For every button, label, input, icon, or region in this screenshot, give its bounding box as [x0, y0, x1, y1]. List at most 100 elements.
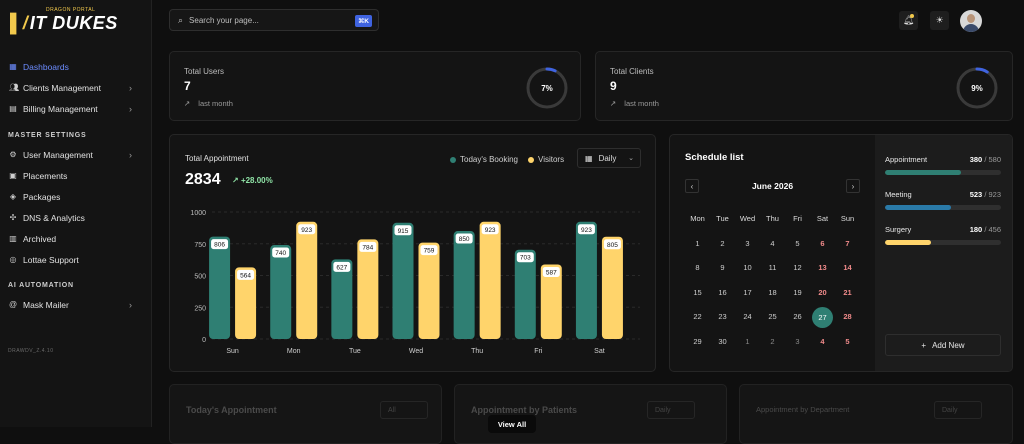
brand-logo[interactable]: DRAGON PORTAL ▌/ IT DUKES [10, 7, 118, 36]
calendar-day[interactable]: 3 [795, 336, 800, 346]
bar-booking[interactable] [209, 236, 231, 339]
calendar-day[interactable]: 11 [768, 263, 777, 273]
bar-visitors[interactable] [296, 221, 318, 339]
sidebar-item-billing-management[interactable]: ▤ Billing Management › [0, 98, 152, 119]
bar-booking[interactable] [575, 221, 597, 339]
calendar-day[interactable]: 23 [718, 312, 727, 322]
view-all-button[interactable]: View All [488, 415, 536, 433]
data-label-bg [393, 224, 413, 237]
legend-dot [450, 156, 456, 163]
calendar-day[interactable]: 30 [718, 336, 727, 346]
today-appointment-card: Today's Appointment All [169, 384, 442, 444]
data-label-bg [515, 251, 535, 264]
calendar-day[interactable]: 8 [695, 263, 700, 273]
calendar-day[interactable]: 29 [693, 336, 702, 346]
category-meeting: Meeting 523 / 923 [885, 190, 1001, 210]
data-label: 850 [459, 236, 470, 243]
sidebar-item-label: Archived [23, 233, 57, 244]
calendar-day[interactable]: 22 [693, 312, 702, 322]
calendar-day[interactable]: 5 [795, 238, 800, 248]
chart-delta: ↗ +28.00% [232, 176, 273, 185]
sidebar-item-packages[interactable]: ◈ Packages [0, 186, 152, 207]
stat-label: Total Users [184, 67, 225, 76]
calendar-day[interactable]: 12 [793, 263, 802, 273]
sidebar-item-mask-mailer[interactable]: @ Mask Mailer › [0, 294, 152, 315]
calendar-day[interactable]: 28 [843, 312, 852, 322]
calendar-day[interactable]: 15 [693, 287, 702, 297]
calendar-day[interactable]: 27 [810, 307, 835, 329]
theme-toggle-button[interactable]: ☀ [930, 11, 949, 30]
calendar-day[interactable]: 16 [718, 287, 727, 297]
sidebar-item-lottae-support[interactable]: ◎ Lottae Support [0, 249, 152, 270]
sidebar-item-placements[interactable]: ▣ Placements [0, 165, 152, 186]
calendar-day[interactable]: 6 [820, 238, 825, 248]
bar-booking[interactable] [453, 231, 475, 339]
data-label-bg [236, 268, 256, 281]
bar-visitors[interactable] [357, 239, 379, 339]
calendar-day[interactable]: 17 [743, 287, 752, 297]
prev-month-button[interactable]: ‹ [685, 179, 699, 193]
calendar-day[interactable]: 18 [768, 287, 777, 297]
trend-icon: ↗ [184, 99, 191, 108]
filter-select[interactable]: Daily [934, 401, 982, 419]
y-tick-label: 1000 [190, 210, 206, 217]
calendar-day[interactable]: 4 [820, 336, 825, 346]
x-tick-label: Sun [226, 348, 239, 355]
calendar-day[interactable]: 10 [743, 263, 752, 273]
search-bar[interactable]: ⌕ ⌘K [169, 9, 379, 31]
bar-booking[interactable] [514, 249, 536, 339]
calendar-day[interactable]: 20 [818, 287, 827, 297]
stat-value: 9 [610, 79, 617, 93]
calendar-day[interactable]: 7 [845, 238, 850, 248]
weekday-row: Mon Tue Wed Thu Fri Sat Sun [685, 207, 860, 232]
calendar-day[interactable]: 9 [720, 263, 725, 273]
bar-visitors[interactable] [540, 264, 562, 339]
bar-visitors[interactable] [235, 267, 257, 339]
calendar-day[interactable]: 13 [818, 263, 827, 273]
bar-visitors[interactable] [601, 236, 623, 339]
calendar-day[interactable]: 14 [843, 263, 852, 273]
appointment-by-patients-card: Appointment by Patients Daily [454, 384, 727, 444]
calendar-day[interactable]: 1 [695, 238, 700, 248]
search-input[interactable] [189, 15, 340, 25]
filter-select[interactable]: Daily [647, 401, 695, 419]
stat-card-users: Total Users 7 ↗ last month 7% [169, 51, 581, 121]
sidebar-item-archived[interactable]: ▥ Archived [0, 228, 152, 249]
data-label: 806 [214, 242, 225, 249]
archive-icon: ▥ [9, 233, 17, 243]
filter-select[interactable]: All [380, 401, 428, 419]
calendar-day[interactable]: 3 [745, 238, 750, 248]
calendar-day[interactable]: 1 [745, 336, 750, 346]
bar-booking[interactable] [392, 222, 414, 339]
calendar-day[interactable]: 2 [720, 238, 725, 248]
range-select[interactable]: ▦ Daily ⌄ [577, 148, 641, 168]
calendar-day[interactable]: 25 [768, 312, 777, 322]
sidebar-item-dashboards[interactable]: ▦ Dashboards [0, 56, 152, 77]
x-tick-label: Mon [287, 348, 301, 355]
brand-mark: ▌/ [10, 12, 28, 33]
calendar-day[interactable]: 24 [743, 312, 752, 322]
plus-icon: + [921, 340, 927, 350]
users-icon: 👥︎ [9, 82, 20, 92]
calendar-day[interactable]: 4 [770, 238, 775, 248]
sidebar-item-dns-analytics[interactable]: ✣ DNS & Analytics [0, 207, 152, 228]
calendar-day[interactable]: 21 [843, 287, 852, 297]
data-label-bg [419, 244, 439, 257]
calendar-day[interactable]: 2 [770, 336, 775, 346]
notification-button[interactable]: 🔔︎ [899, 11, 918, 30]
weekday-label: Fri [793, 214, 802, 224]
next-month-button[interactable]: › [846, 179, 860, 193]
bar-visitors[interactable] [479, 221, 501, 339]
progress-ring [526, 67, 568, 109]
calendar-day[interactable]: 26 [793, 312, 802, 322]
bar-booking[interactable] [331, 259, 353, 339]
data-label-bg [210, 238, 230, 251]
calendar-day[interactable]: 19 [793, 287, 802, 297]
bar-booking[interactable] [270, 245, 292, 339]
add-new-button[interactable]: + Add New [885, 334, 1001, 356]
sidebar-item-clients-management[interactable]: 👥︎ Clients Management › [0, 77, 152, 98]
avatar[interactable] [960, 10, 982, 32]
sidebar-item-user-management[interactable]: ⚙︎ User Management › [0, 144, 152, 165]
bar-visitors[interactable] [418, 242, 440, 339]
calendar-day[interactable]: 5 [845, 336, 850, 346]
